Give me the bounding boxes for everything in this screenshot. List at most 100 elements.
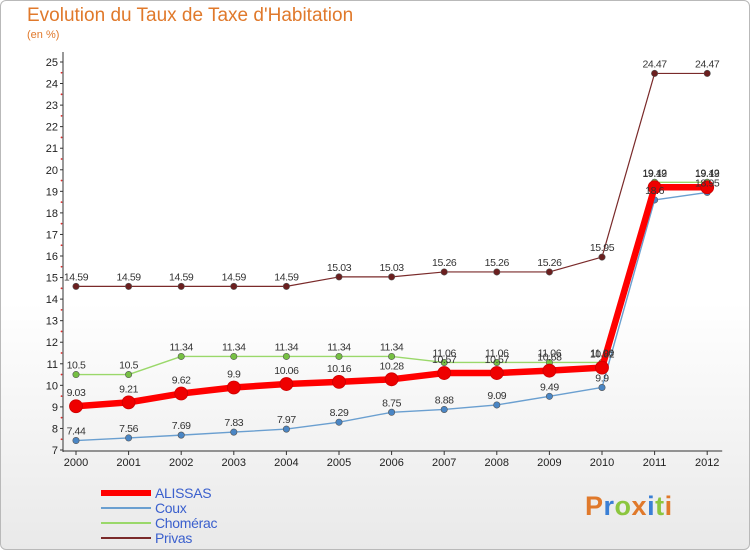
legend-swatch <box>101 522 151 524</box>
data-label-coux: 8.88 <box>435 394 454 406</box>
point-alissas <box>542 363 557 378</box>
y-minor-tick <box>60 71 63 74</box>
point-alissas <box>279 377 294 391</box>
y-tick-label: 13 <box>46 316 58 328</box>
point-privas <box>230 282 238 290</box>
legend-label: ALISSAS <box>155 485 212 501</box>
point-chom-rac <box>440 358 448 366</box>
y-minor-tick <box>60 308 63 311</box>
y-minor-tick <box>60 136 63 139</box>
point-chom-rac <box>388 352 396 360</box>
data-label-privas: 14.59 <box>222 271 247 283</box>
data-label-alissas: 10.06 <box>274 365 299 377</box>
y-minor-tick <box>60 395 63 398</box>
x-tick-label: 2010 <box>590 457 614 469</box>
data-label-chom-rac: 11.34 <box>169 341 193 353</box>
data-label-privas: 15.26 <box>485 257 510 269</box>
data-label-chom-rac: 11.34 <box>275 341 299 353</box>
y-minor-tick <box>60 179 63 182</box>
y-tick-label: 23 <box>46 100 58 112</box>
legend-swatch <box>101 507 151 509</box>
data-label-privas: 14.59 <box>64 271 89 283</box>
x-tick-label: 2012 <box>695 457 719 469</box>
data-label-coux: 9.49 <box>540 381 559 393</box>
y-minor-tick <box>60 114 63 117</box>
data-label-coux: 8.75 <box>382 397 401 409</box>
data-label-alissas: 10.57 <box>485 354 510 366</box>
data-label-privas: 15.26 <box>432 257 457 269</box>
data-label-coux: 7.56 <box>119 423 138 435</box>
logo-letter: r <box>603 491 615 521</box>
y-tick-label: 12 <box>46 337 58 349</box>
point-alissas <box>700 180 715 195</box>
y-tick-label: 7 <box>52 445 58 457</box>
point-privas <box>440 268 448 276</box>
point-privas <box>72 282 80 290</box>
data-label-alissas: 10.16 <box>327 363 352 375</box>
x-tick-label: 2004 <box>274 457 298 469</box>
data-label-chom-rac: 10.5 <box>119 360 138 372</box>
data-label-alissas: 9.21 <box>119 383 138 395</box>
data-label-alissas: 10.28 <box>379 360 404 372</box>
logo-letter: i <box>647 491 656 521</box>
y-minor-tick <box>60 93 63 96</box>
data-label-coux: 18.95 <box>695 177 720 189</box>
data-label-chom-rac: 11.34 <box>222 341 246 353</box>
logo-letter: o <box>614 491 632 521</box>
point-privas <box>703 69 711 77</box>
data-label-coux: 7.44 <box>67 426 86 438</box>
x-tick-label: 2011 <box>643 457 667 469</box>
y-tick-label: 20 <box>46 165 58 177</box>
y-minor-tick <box>60 244 63 247</box>
data-label-privas: 24.47 <box>695 58 720 70</box>
point-privas <box>335 273 343 281</box>
point-privas <box>282 282 290 290</box>
data-label-chom-rac: 11.06 <box>485 347 509 359</box>
point-coux <box>282 425 290 433</box>
data-label-chom-rac: 11.06 <box>538 347 562 359</box>
point-chom-rac <box>230 352 238 360</box>
data-label-alissas: 19.19 <box>642 168 667 180</box>
legend-swatch <box>101 537 151 539</box>
point-coux <box>440 405 448 413</box>
point-alissas <box>69 399 83 414</box>
point-chom-rac <box>125 371 133 379</box>
data-label-privas: 15.26 <box>537 257 562 269</box>
data-label-privas: 15.03 <box>379 262 404 274</box>
logo-letter: x <box>631 491 648 521</box>
data-label-chom-rac: 10.5 <box>67 360 86 372</box>
data-label-privas: 15.03 <box>327 262 352 274</box>
y-minor-tick <box>60 287 63 290</box>
data-label-chom-rac: 11.06 <box>432 347 456 359</box>
data-label-coux: 7.97 <box>277 414 296 426</box>
y-tick-label: 9 <box>52 402 58 414</box>
y-tick-label: 21 <box>46 143 58 155</box>
logo-letter: t <box>655 491 665 521</box>
logo-letter: P <box>585 491 604 521</box>
point-alissas <box>121 395 136 410</box>
data-label-chom-rac: 19.42 <box>642 167 667 179</box>
y-tick-label: 10 <box>46 380 58 392</box>
y-minor-tick <box>60 201 63 204</box>
y-tick-label: 8 <box>52 423 58 435</box>
point-coux <box>72 437 80 445</box>
point-alissas <box>384 372 399 387</box>
point-alissas <box>226 380 241 395</box>
legend-label: Coux <box>155 500 187 516</box>
point-privas <box>177 282 185 290</box>
y-minor-tick <box>60 330 63 333</box>
y-tick-label: 11 <box>47 359 58 371</box>
series-layer <box>69 69 715 445</box>
x-tick-label: 2009 <box>537 457 561 469</box>
data-label-coux: 8.29 <box>330 407 349 419</box>
point-chom-rac <box>335 352 343 360</box>
x-tick-label: 2001 <box>116 457 140 469</box>
point-privas <box>493 268 501 276</box>
point-coux <box>335 418 343 426</box>
chart-subtitle: (en %) <box>27 29 60 41</box>
y-tick-label: 17 <box>46 229 58 241</box>
point-coux <box>125 434 133 442</box>
y-tick-label: 24 <box>46 79 58 91</box>
x-tick-label: 2002 <box>169 457 193 469</box>
